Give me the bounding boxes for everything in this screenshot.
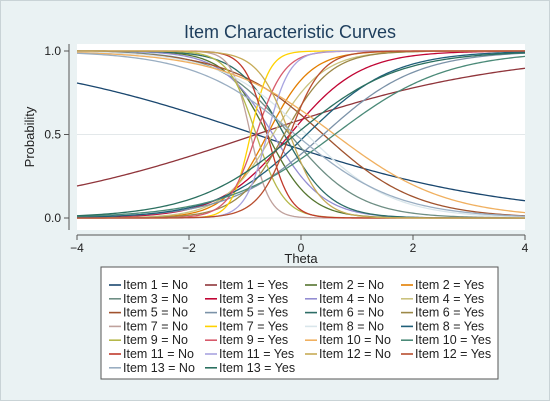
legend-label-24: Item 12 = Yes — [415, 347, 491, 361]
x-tick-label: 2 — [410, 241, 417, 255]
legend-label-12: Item 6 = Yes — [415, 306, 484, 320]
legend-label-15: Item 8 = No — [319, 319, 384, 333]
y-tick-label: 0.5 — [44, 128, 61, 142]
legend-label-23: Item 12 = No — [319, 347, 391, 361]
curves — [76, 50, 526, 219]
curve-item-13-yes — [76, 52, 526, 217]
legend-label-21: Item 11 = No — [123, 347, 194, 361]
legend-label-14: Item 7 = Yes — [219, 319, 288, 333]
legend-label-20: Item 10 = Yes — [415, 333, 491, 347]
legend-label-25: Item 13 = No — [123, 361, 195, 375]
legend-label-10: Item 5 = Yes — [219, 306, 288, 320]
x-ticks: −4 −2 0 2 4 — [70, 235, 529, 255]
legend-label-4: Item 2 = Yes — [415, 278, 484, 292]
legend-label-1: Item 1 = No — [123, 278, 188, 292]
legend-box — [100, 266, 499, 380]
legend-label-3: Item 2 = No — [319, 278, 384, 292]
legend-label-17: Item 9 = No — [123, 333, 188, 347]
x-axis-label: Theta — [284, 251, 318, 266]
x-tick-label: −2 — [182, 241, 196, 255]
legend-label-6: Item 3 = Yes — [219, 292, 288, 306]
legend: Item 1 = No Item 1 = Yes Item 2 = No Item 2… — [109, 278, 491, 375]
curve-item-12-no — [77, 50, 525, 219]
curve-item-13-no — [76, 52, 526, 217]
curve-item-10-yes — [76, 55, 526, 217]
y-tick-label: 1.0 — [44, 44, 61, 58]
curve-item-12-yes — [77, 50, 525, 219]
y-axis-label: Probability — [22, 106, 37, 167]
legend-label-16: Item 8 = Yes — [415, 319, 484, 333]
legend-label-19: Item 10 = No — [319, 333, 391, 347]
plot-area — [77, 44, 525, 230]
curve-item-1-no — [76, 82, 526, 202]
curve-item-1-yes — [76, 67, 526, 187]
legend-label-11: Item 6 = No — [319, 306, 384, 320]
legend-label-18: Item 9 = Yes — [219, 333, 288, 347]
legend-label-8: Item 4 = Yes — [415, 292, 484, 306]
chart-title: Item Characteristic Curves — [184, 22, 396, 42]
legend-label-26: Item 13 = Yes — [219, 361, 295, 375]
curve-item-10-no — [76, 52, 526, 214]
x-tick-label: −4 — [70, 241, 84, 255]
legend-label-9: Item 5 = No — [123, 306, 188, 320]
legend-label-7: Item 4 = No — [319, 292, 384, 306]
x-tick-label: 4 — [522, 241, 529, 255]
legend-label-5: Item 3 = No — [123, 292, 188, 306]
legend-label-22: Item 11 = Yes — [219, 347, 294, 361]
y-ticks: 0.0 0.5 1.0 — [44, 44, 69, 225]
y-tick-label: 0.0 — [44, 211, 61, 225]
x-tick-label: 0 — [298, 241, 305, 255]
curve-item-3-no — [76, 50, 526, 219]
curve-item-3-yes — [76, 50, 526, 219]
legend-label-2: Item 1 = Yes — [219, 278, 288, 292]
legend-label-13: Item 7 = No — [123, 319, 188, 333]
